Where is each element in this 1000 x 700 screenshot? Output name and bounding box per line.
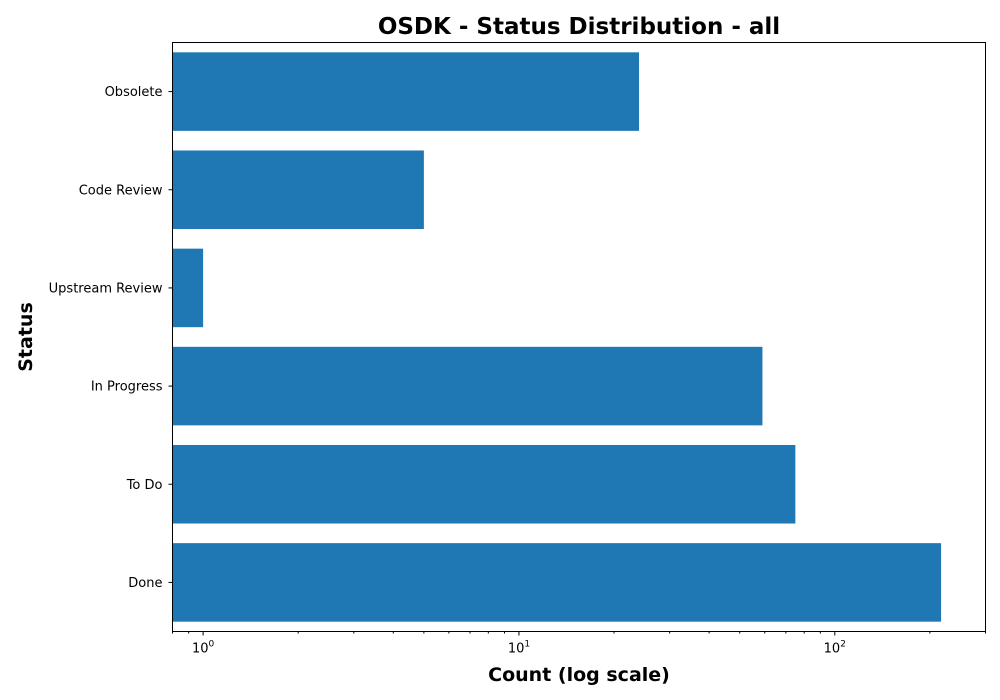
bar-obsolete xyxy=(172,52,640,131)
chart-title: OSDK - Status Distribution - all xyxy=(378,14,780,40)
y-tick-label-code-review: Code Review xyxy=(79,183,163,198)
plot-frame xyxy=(172,42,986,632)
bar-done xyxy=(172,543,942,622)
bar-to-do xyxy=(172,444,796,524)
y-tick-label-obsolete: Obsolete xyxy=(105,85,163,100)
x-tick-label-1: 100 xyxy=(192,640,215,657)
bar-code-review xyxy=(172,150,424,230)
y-tick-label-upstream-review: Upstream Review xyxy=(49,281,163,296)
x-tick-label-100: 102 xyxy=(824,640,846,657)
y-axis-label: Status xyxy=(15,302,37,372)
bar-in-progress xyxy=(172,346,763,426)
y-tick-label-in-progress: In Progress xyxy=(91,380,163,395)
x-axis-ticks: 100 101 102 xyxy=(172,631,986,657)
x-axis-label: Count (log scale) xyxy=(488,664,670,686)
x-tick-label-10: 101 xyxy=(508,640,530,657)
y-tick-label-done: Done xyxy=(128,576,162,591)
y-tick-label-to-do: To Do xyxy=(126,478,163,493)
y-axis-ticks: Obsolete Code Review Upstream Review In Pro… xyxy=(49,85,173,591)
bar-upstream-review xyxy=(172,248,204,328)
bars-layer xyxy=(172,52,942,622)
